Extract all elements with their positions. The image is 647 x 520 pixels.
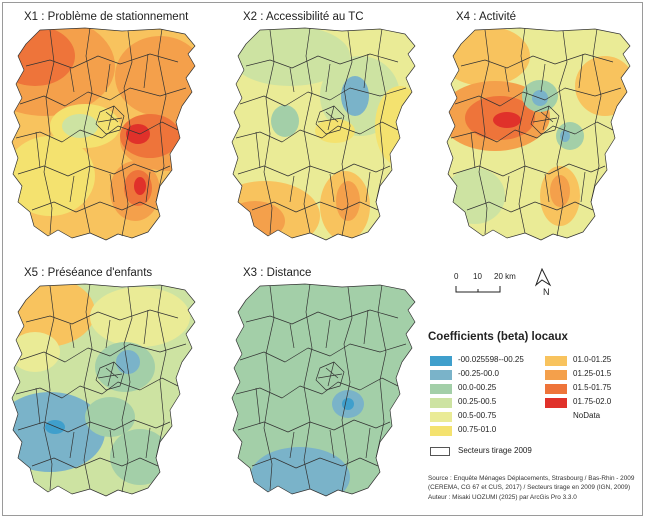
legend-swatch [430,398,452,408]
panel-title-x4: X4 : Activité [456,11,517,23]
map-x3 [231,283,416,497]
panel-title-x2: X2 : Accessibilité au TC [243,11,364,23]
legend-swatch [430,356,452,366]
legend-label: 01.5-01.75 [573,383,612,392]
source-line-3: Auteur : Misaki UOZUMI (2025) par ArcGis… [428,493,577,501]
source-note: Source : Enquête Ménages Déplacements, S… [428,474,640,502]
legend-label: 00.25-00.5 [458,397,497,406]
legend-swatch [545,370,567,380]
panel-title-x5: X5 : Préséance d'enfants [24,267,153,279]
scale-label-20: 20 km [494,272,516,281]
scale-label-0: 0 [454,272,459,281]
map-x1 [11,27,196,241]
legend-label: 01.25-01.5 [573,369,612,378]
map-x5 [11,283,196,497]
source-line-1: Source : Enquête Ménages Déplacements, S… [428,475,635,482]
legend-label: -00.025598--00.25 [458,355,524,364]
legend-label: 01.75-02.0 [573,397,612,406]
legend-swatch [430,384,452,394]
north-label: N [543,287,550,297]
sectors-label: Secteurs tirage 2009 [458,446,532,455]
map-x2 [231,27,416,241]
panel-title-x3: X3 : Distance [243,267,312,279]
legend-title: Coefficients (beta) locaux [428,331,568,343]
legend-label: 00.5-00.75 [458,411,497,420]
legend-label: 00.75-01.0 [458,425,497,434]
legend-label: -00.25-00.0 [458,369,499,378]
legend-swatch [545,356,567,366]
panel-title-x1: X1 : Problème de stationnement [24,11,189,23]
legend-label: 01.0-01.25 [573,355,612,364]
legend-label-nodata: NoData [573,411,601,420]
legend-swatch [430,412,452,422]
legend-swatch [430,370,452,380]
legend-label: 00.0-00.25 [458,383,497,392]
legend-swatch [430,426,452,436]
scale-label-10: 10 [473,272,482,281]
source-line-2: (CEREMA, CG 67 et CUS, 2017) / Secteurs … [428,484,631,492]
map-x4 [446,27,631,241]
legend-swatch [545,398,567,408]
north-arrow-icon [535,268,552,287]
legend-swatch [545,384,567,394]
sectors-swatch [430,447,450,456]
